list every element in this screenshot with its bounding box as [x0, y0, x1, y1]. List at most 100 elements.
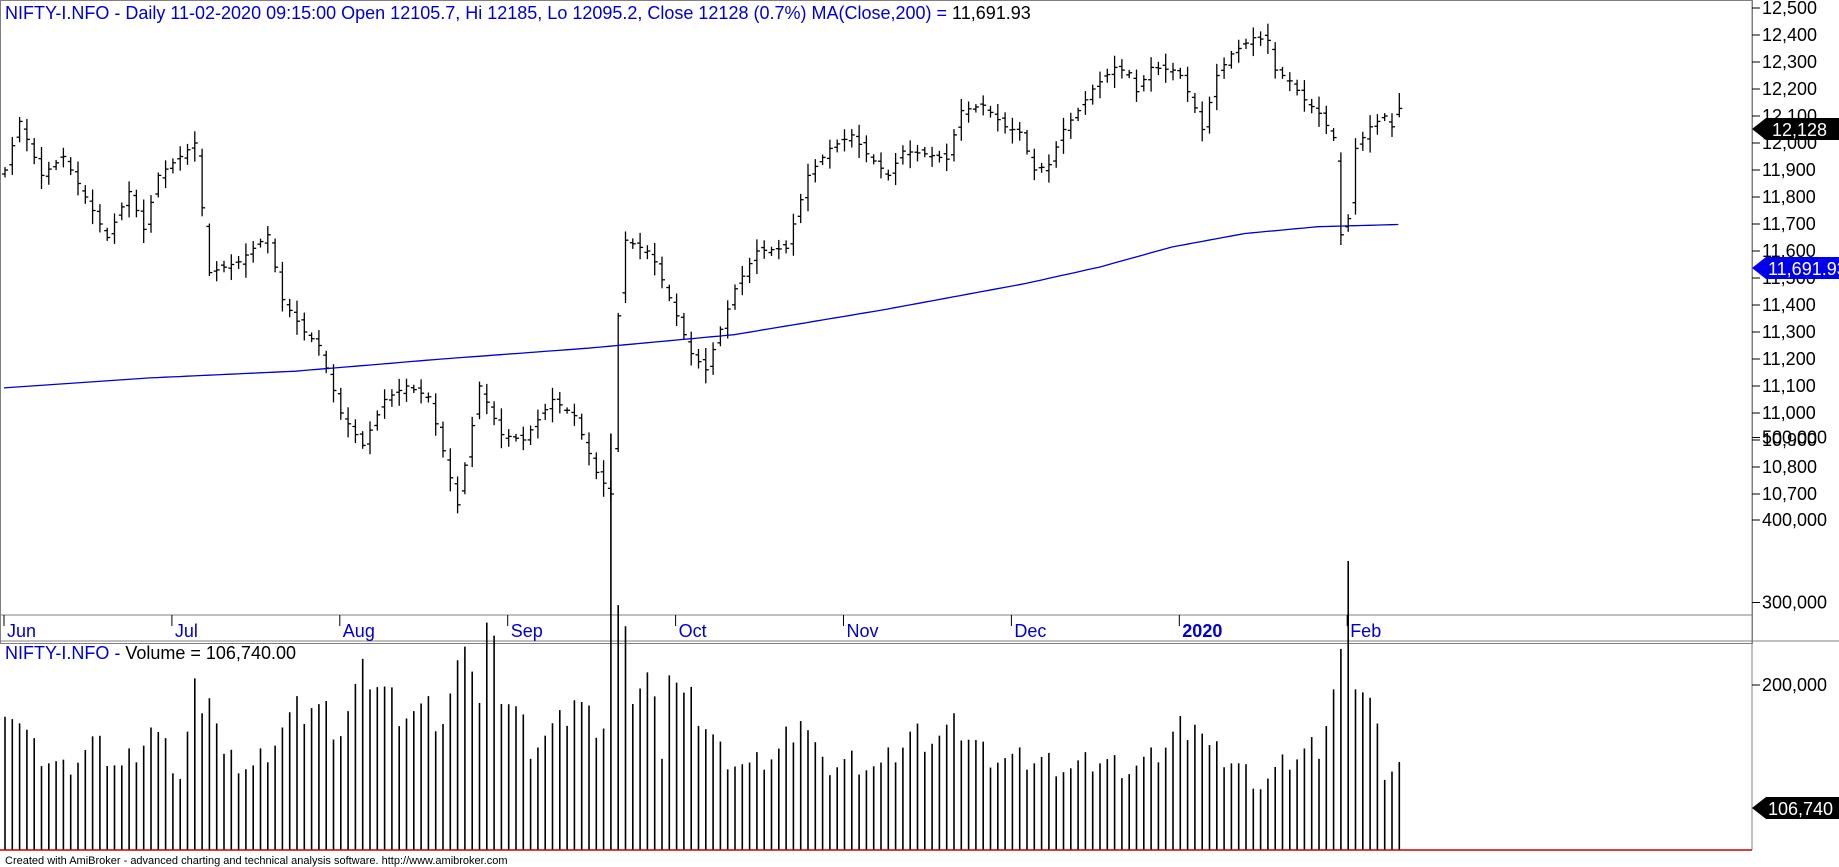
ohlc-bar [381, 389, 388, 419]
ohlc-bar [783, 240, 790, 254]
price-tag: 12,128 [1752, 118, 1839, 140]
ohlc-bar [1126, 69, 1133, 79]
ohlc-bar [724, 300, 731, 339]
price-tick-label: 11,900 [1762, 160, 1816, 180]
volume-header-label: Volume = 106,740.00 [125, 643, 296, 663]
ma-tag-label: 11,691.93 [1768, 259, 1839, 279]
ohlc-bar [673, 293, 680, 327]
ohlc-bar [1053, 141, 1060, 168]
ohlc-bar [1155, 61, 1162, 76]
ohlc-bar [31, 138, 38, 165]
ohlc-bar [1359, 131, 1366, 151]
ohlc-bar [1024, 129, 1030, 155]
ohlc-bar [75, 161, 81, 196]
ohlc-bar [337, 387, 344, 420]
ma-tag-shape [1752, 257, 1839, 279]
ohlc-bar [870, 154, 877, 165]
ohlc-bar [1082, 91, 1089, 115]
ohlc-bar [972, 104, 979, 113]
ohlc-bar [1213, 63, 1220, 111]
ohlc-bar [1206, 96, 1213, 134]
ohlc-bar [622, 231, 629, 304]
ohlc-bar [1367, 115, 1374, 153]
ohlc-bar [498, 408, 505, 449]
ohlc-bar [155, 172, 162, 198]
ohlc-bar [162, 160, 169, 189]
ohlc-bar [1352, 138, 1359, 215]
ohlc-bar [797, 193, 804, 224]
ohlc-bar [483, 383, 490, 415]
ohlc-bar [1323, 105, 1330, 134]
price-tick-label: 11,800 [1762, 187, 1816, 207]
ohlc-bar [1330, 128, 1337, 142]
month-label: Aug [343, 621, 375, 641]
ohlc-bar [1301, 80, 1308, 112]
ohlc-bar [987, 105, 994, 118]
ohlc-bar [1009, 117, 1016, 144]
price-tick-label: 12,500 [1762, 0, 1817, 18]
ohlc-bar [140, 199, 147, 244]
ohlc-bar [878, 152, 884, 179]
ohlc-bar [228, 254, 235, 281]
footer-credit: Created with AmiBroker - advanced charti… [5, 855, 508, 867]
ohlc-bar [396, 378, 403, 406]
ohlc-bar [1162, 53, 1169, 83]
volume-tick-label: 500,000 [1762, 428, 1827, 448]
ohlc-bar [732, 284, 738, 310]
ohlc-bar [1111, 55, 1118, 89]
ohlc-bar [345, 407, 352, 438]
ohlc-bar [425, 392, 432, 403]
ohlc-bar [111, 213, 118, 244]
ohlc-bar [403, 378, 410, 402]
price-tag-shape [1752, 118, 1839, 140]
ohlc-bar [1075, 107, 1082, 122]
ohlc-bar [476, 381, 483, 420]
ohlc-bar [1389, 113, 1395, 138]
ohlc-bar [1038, 162, 1045, 173]
ohlc-bar [578, 413, 585, 440]
ohlc-bar [958, 98, 965, 141]
ma-value-text: 11,691.93 [952, 3, 1031, 23]
price-tick-label: 11,600 [1762, 241, 1816, 261]
price-tick-label: 10,900 [1762, 430, 1817, 450]
ohlc-bar [1272, 42, 1279, 79]
ohlc-bar [104, 227, 111, 241]
price-y-axis: 12,50012,40012,30012,20012,10012,00011,9… [1752, 0, 1817, 504]
ohlc-bar [600, 460, 607, 497]
ohlc-bar [1031, 148, 1038, 181]
month-label: Sep [511, 621, 543, 641]
ohlc-bar [148, 195, 154, 233]
ohlc-bar [1067, 112, 1074, 139]
month-label: Dec [1014, 621, 1046, 641]
ohlc-bar [388, 389, 395, 407]
ohlc-bar [1016, 122, 1023, 141]
ohlc-bar [1345, 214, 1352, 232]
ohlc-bar [221, 260, 227, 273]
ohlc-bar [67, 157, 74, 176]
ohlc-bar [1104, 68, 1111, 83]
ohlc-bar [615, 312, 622, 453]
ohlc-bar [469, 416, 476, 468]
ohlc-bar [206, 223, 213, 277]
ohlc-bar [272, 238, 279, 273]
ohlc-bar [1148, 57, 1155, 92]
ohlc-bar [775, 239, 782, 260]
ohlc-bar [1264, 23, 1271, 55]
ohlc-bar [454, 476, 461, 514]
ohlc-bar [315, 330, 322, 356]
volume-header-prefix: NIFTY-I.NFO - [5, 643, 125, 663]
ohlc-bar [1118, 59, 1125, 79]
ohlc-bar [812, 159, 819, 183]
ohlc-bar [1316, 96, 1322, 127]
ohlc-bar [96, 204, 103, 233]
ohlc-bar [863, 135, 870, 163]
price-tick-label: 11,100 [1762, 376, 1816, 396]
price-tick-label: 11,300 [1762, 322, 1816, 342]
ohlc-bar [286, 298, 293, 318]
volume-tag-shape [1752, 797, 1839, 819]
volume-tag: 106,740 [1752, 797, 1839, 819]
month-label: Jul [175, 621, 198, 641]
ohlc-bar [637, 232, 644, 260]
ohlc-bar [513, 433, 519, 442]
ohlc-bar [710, 342, 717, 375]
